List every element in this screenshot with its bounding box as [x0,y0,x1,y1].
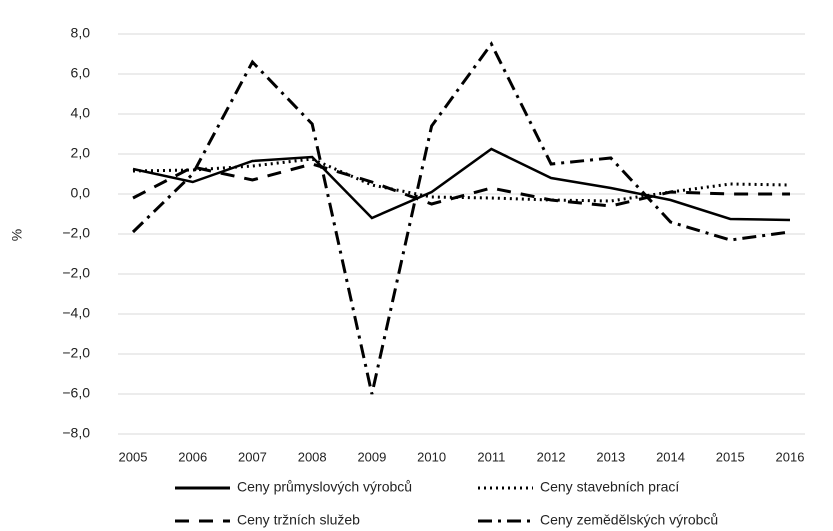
x-tick-label: 2010 [417,449,446,464]
legend-label: Ceny tržních služeb [237,512,360,528]
legend-label: Ceny zemědělských výrobců [540,512,718,528]
y-tick-label: 2,0 [71,145,91,161]
x-tick-label: 2016 [776,449,805,464]
series-line [132,147,791,222]
x-tick-label: 2007 [238,449,267,464]
y-axis-label: % [9,229,25,241]
y-tick-label: 0,0 [71,185,91,201]
legend-label: Ceny stavebních prací [540,479,679,495]
y-tick-label: −6,0 [62,385,90,401]
series-line [131,41,791,395]
x-tick-label: 2009 [357,449,386,464]
y-tick-label: −2,0 [62,225,90,241]
x-tick-label: 2015 [716,449,745,464]
x-tick-label: 2012 [537,449,566,464]
x-tick-label: 2011 [477,449,505,464]
y-tick-label: −2,0 [62,265,90,281]
x-tick-label: 2006 [178,449,207,464]
x-tick-label: 2008 [298,449,327,464]
y-tick-label: −2,0 [62,345,90,361]
y-tick-label: 6,0 [71,65,91,81]
y-tick-label: 4,0 [71,105,91,121]
y-tick-label: −8,0 [62,425,90,441]
series-line [132,157,791,203]
y-tick-label: −4,0 [62,305,90,321]
series-line [132,162,790,208]
x-tick-label: 2013 [596,449,625,464]
y-tick-label: 8,0 [71,25,91,41]
x-tick-label: 2005 [119,449,148,464]
x-tick-label: 2014 [656,449,685,464]
legend-label: Ceny průmyslových výrobců [237,479,412,495]
